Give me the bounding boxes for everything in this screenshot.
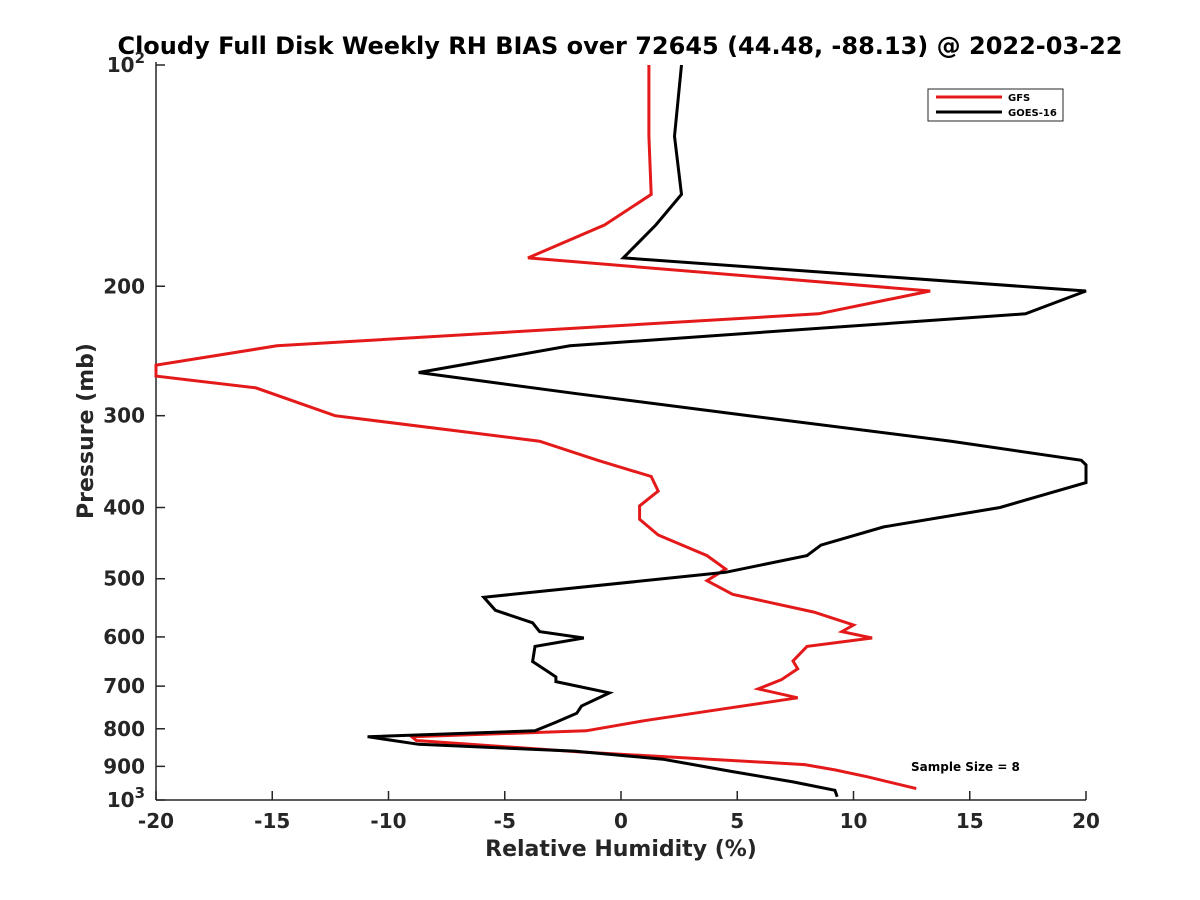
series-group [154,64,1088,798]
sample-size-annotation: Sample Size = 8 [911,760,1020,774]
y-tick-label: 103 [107,784,145,812]
y-tick-label: 800 [103,717,145,741]
plot-axes [155,62,1086,801]
x-tick-label: 0 [614,809,628,833]
x-tick-label: 20 [1072,809,1100,833]
chart-title: Cloudy Full Disk Weekly RH BIAS over 726… [117,32,1122,60]
goes16-series-line [367,64,1088,798]
y-axis-label: Pressure (mb) [74,343,99,519]
y-tick-label: 102 [107,49,145,77]
legend-label-goes16: GOES-16 [1008,108,1057,119]
y-tick-label: 400 [103,496,145,520]
legend-label-gfs: GFS [1008,93,1030,104]
y-tick-label: 200 [103,274,145,298]
gfs-series-line [154,65,931,791]
x-tick-label: 15 [956,809,984,833]
x-tick-label: -15 [254,809,290,833]
y-tick-label: 500 [103,567,145,591]
x-tick-label: 10 [840,809,868,833]
y-tick-label: 600 [103,625,145,649]
y-axis-ticks: 102 200 300 400 500 600 700 800 900 103 [103,49,165,812]
x-tick-label: -5 [494,809,516,833]
x-axis-ticks: -20 -15 -10 -5 0 5 10 15 20 [138,791,1100,833]
x-axis-label: Relative Humidity (%) [485,837,757,862]
legend-box [927,88,1064,122]
legend: GFS GOES-16 [927,88,1064,122]
x-tick-label: -20 [138,809,174,833]
y-tick-label: 700 [103,674,145,698]
y-tick-label: 900 [103,754,145,778]
x-tick-label: 5 [730,809,744,833]
y-tick-label: 300 [103,404,145,428]
x-tick-label: -10 [370,809,406,833]
